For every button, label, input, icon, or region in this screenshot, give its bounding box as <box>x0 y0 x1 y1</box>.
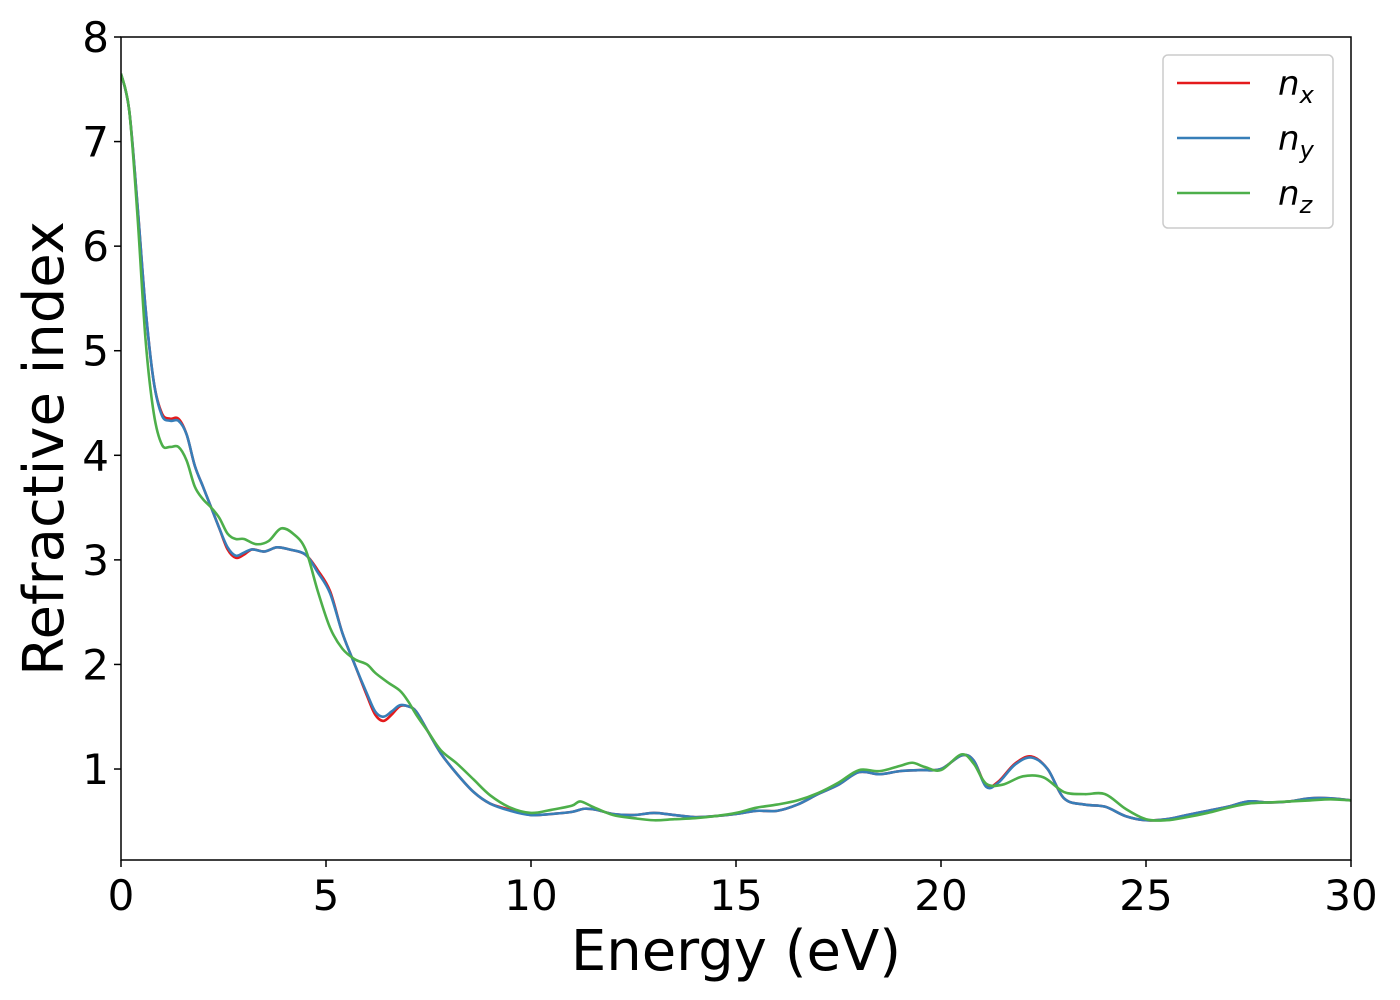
y-tick-label: 5 <box>82 327 109 376</box>
x-tick-label: 30 <box>1324 871 1377 920</box>
legend-label-subscript: z <box>1299 191 1314 219</box>
legend-item-n-x: nx <box>1177 64 1315 109</box>
x-tick-label: 25 <box>1119 871 1172 920</box>
x-tick-label: 15 <box>709 871 762 920</box>
y-axis-ticks: 1 2 3 4 5 6 7 8 <box>82 13 121 794</box>
legend-label-subscript: x <box>1299 81 1315 109</box>
legend-label: nx <box>1278 64 1315 109</box>
x-tick-label: 0 <box>108 871 135 920</box>
legend-item-n-z: nz <box>1177 174 1314 219</box>
legend-label-base: n <box>1278 64 1300 104</box>
x-axis-ticks: 0 5 10 15 20 25 30 <box>108 860 1378 920</box>
legend-label: ny <box>1278 119 1315 164</box>
y-tick-label: 8 <box>82 13 109 62</box>
legend-item-n-y: ny <box>1177 119 1315 164</box>
y-tick-label: 2 <box>82 640 109 689</box>
x-tick-label: 10 <box>504 871 557 920</box>
legend-label-base: n <box>1278 119 1300 159</box>
x-tick-label: 5 <box>313 871 340 920</box>
legend-label: nz <box>1278 174 1314 219</box>
y-tick-label: 6 <box>82 222 109 271</box>
series-line-n-y <box>121 73 1351 822</box>
legend-label-base: n <box>1278 174 1300 214</box>
series-line-n-z <box>121 73 1351 822</box>
plot-lines <box>121 73 1351 822</box>
y-tick-label: 4 <box>82 431 109 480</box>
y-tick-label: 7 <box>82 118 109 167</box>
x-axis-title: Energy (eV) <box>571 919 901 984</box>
y-tick-label: 3 <box>82 536 109 585</box>
y-axis-title: Refractive index <box>12 221 77 676</box>
legend-label-subscript: y <box>1299 136 1315 164</box>
legend-box <box>1162 54 1334 229</box>
x-tick-label: 20 <box>914 871 967 920</box>
y-tick-label: 1 <box>82 745 109 794</box>
